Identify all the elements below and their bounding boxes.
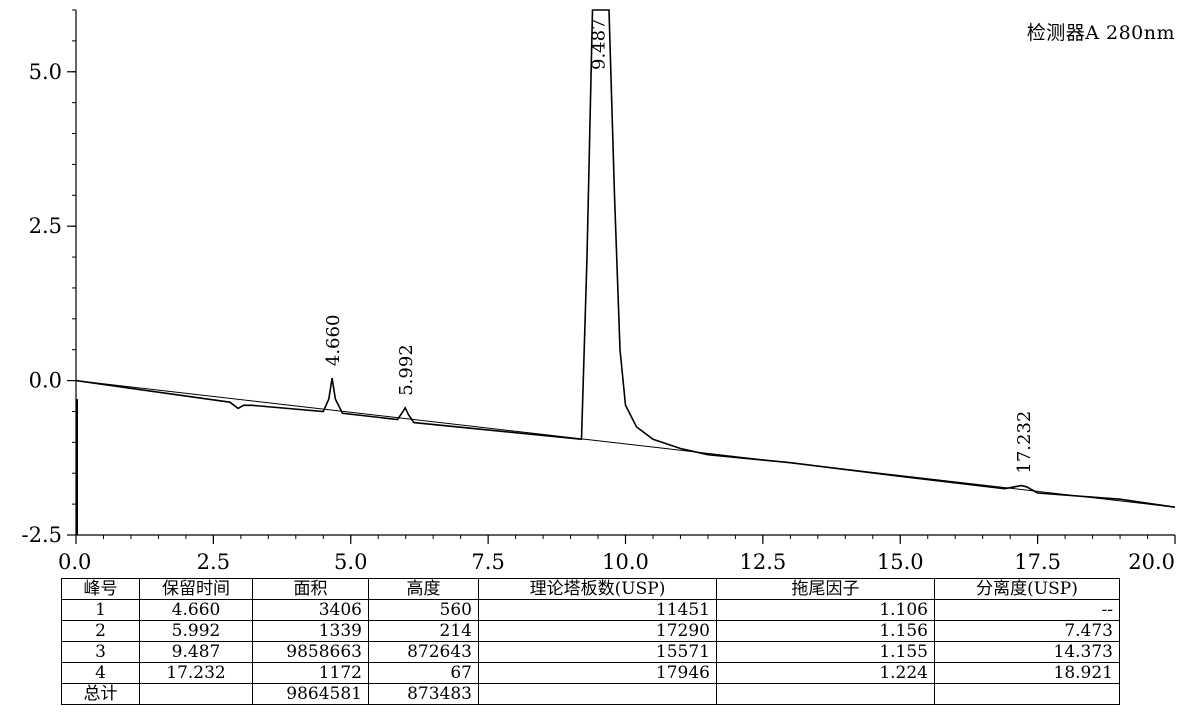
x-tick-label: 7.5 xyxy=(471,550,504,574)
cell: 17946 xyxy=(478,662,717,684)
x-tick-label: 15.0 xyxy=(877,550,924,574)
header-tailing: 拖尾因子 xyxy=(716,578,935,600)
table-row: 3 9.487 9858663 872643 15571 1.155 14.37… xyxy=(61,641,1120,663)
cell: 总计 xyxy=(61,683,140,705)
x-tick-label: 2.5 xyxy=(197,550,230,574)
cell: 17.232 xyxy=(139,662,253,684)
cell xyxy=(139,683,253,705)
cell: 1339 xyxy=(252,620,369,642)
cell: 1.224 xyxy=(716,662,935,684)
y-tick-label: 0.0 xyxy=(29,369,62,393)
y-tick-label: -2.5 xyxy=(22,523,63,547)
y-tick-label: 5.0 xyxy=(29,60,62,84)
cell: 67 xyxy=(368,662,479,684)
header-peak-no: 峰号 xyxy=(61,578,140,600)
cell: 9.487 xyxy=(139,641,253,663)
x-tick-label: 10.0 xyxy=(602,550,649,574)
cell: 15571 xyxy=(478,641,717,663)
x-tick-label: 17.5 xyxy=(1014,550,1061,574)
cell: 872643 xyxy=(368,641,479,663)
cell xyxy=(934,683,1120,705)
peak-label: 5.992 xyxy=(396,344,417,396)
peak-results-table: 峰号 保留时间 面积 高度 理论塔板数(USP) 拖尾因子 分离度(USP) 1… xyxy=(61,578,1120,705)
peak-label: 9.487 xyxy=(588,18,609,70)
header-area: 面积 xyxy=(252,578,369,600)
table-row: 2 5.992 1339 214 17290 1.156 7.473 xyxy=(61,620,1120,642)
x-tick-label: 0.0 xyxy=(58,550,91,574)
cell: 1.155 xyxy=(716,641,935,663)
header-retention-time: 保留时间 xyxy=(139,578,253,600)
cell: 1 xyxy=(61,599,140,621)
table-total-row: 总计 9864581 873483 xyxy=(61,683,1120,705)
y-tick-label: 2.5 xyxy=(29,214,62,238)
cell: 4 xyxy=(61,662,140,684)
chromatogram-chart: 0.0 2.5 5.0 7.5 10.0 12.5 15.0 17.5 20.0 -2.5 0.0 2… xyxy=(22,9,1176,574)
cell: 1.156 xyxy=(716,620,935,642)
peak-label: 4.660 xyxy=(323,315,344,367)
peak-label: 17.232 xyxy=(1014,411,1035,474)
cell: 11451 xyxy=(478,599,717,621)
cell: 3 xyxy=(61,641,140,663)
cell: -- xyxy=(934,599,1120,621)
table-header-row: 峰号 保留时间 面积 高度 理论塔板数(USP) 拖尾因子 分离度(USP) xyxy=(61,578,1120,600)
x-tick-label: 12.5 xyxy=(739,550,786,574)
cell xyxy=(478,683,717,705)
header-plates: 理论塔板数(USP) xyxy=(478,578,717,600)
cell: 873483 xyxy=(368,683,479,705)
table-row: 4 17.232 1172 67 17946 1.224 18.921 xyxy=(61,662,1120,684)
cell: 214 xyxy=(368,620,479,642)
cell: 9864581 xyxy=(252,683,369,705)
cell: 1172 xyxy=(252,662,369,684)
cell: 4.660 xyxy=(139,599,253,621)
cell: 7.473 xyxy=(934,620,1120,642)
integration-baseline xyxy=(75,380,1176,508)
cell: 14.373 xyxy=(934,641,1120,663)
table-row: 1 4.660 3406 560 11451 1.106 -- xyxy=(61,599,1120,621)
cell xyxy=(716,683,935,705)
detector-label: 检测器A 280nm xyxy=(1026,22,1175,44)
cell: 3406 xyxy=(252,599,369,621)
cell: 2 xyxy=(61,620,140,642)
chromatogram-trace xyxy=(75,9,1176,508)
cell: 1.106 xyxy=(716,599,935,621)
header-height: 高度 xyxy=(368,578,479,600)
header-resolution: 分离度(USP) xyxy=(934,578,1120,600)
cell: 17290 xyxy=(478,620,717,642)
x-tick-label: 20.0 xyxy=(1128,550,1175,574)
x-tick-label: 5.0 xyxy=(334,550,367,574)
cell: 9858663 xyxy=(252,641,369,663)
cell: 5.992 xyxy=(139,620,253,642)
cell: 560 xyxy=(368,599,479,621)
cell: 18.921 xyxy=(934,662,1120,684)
